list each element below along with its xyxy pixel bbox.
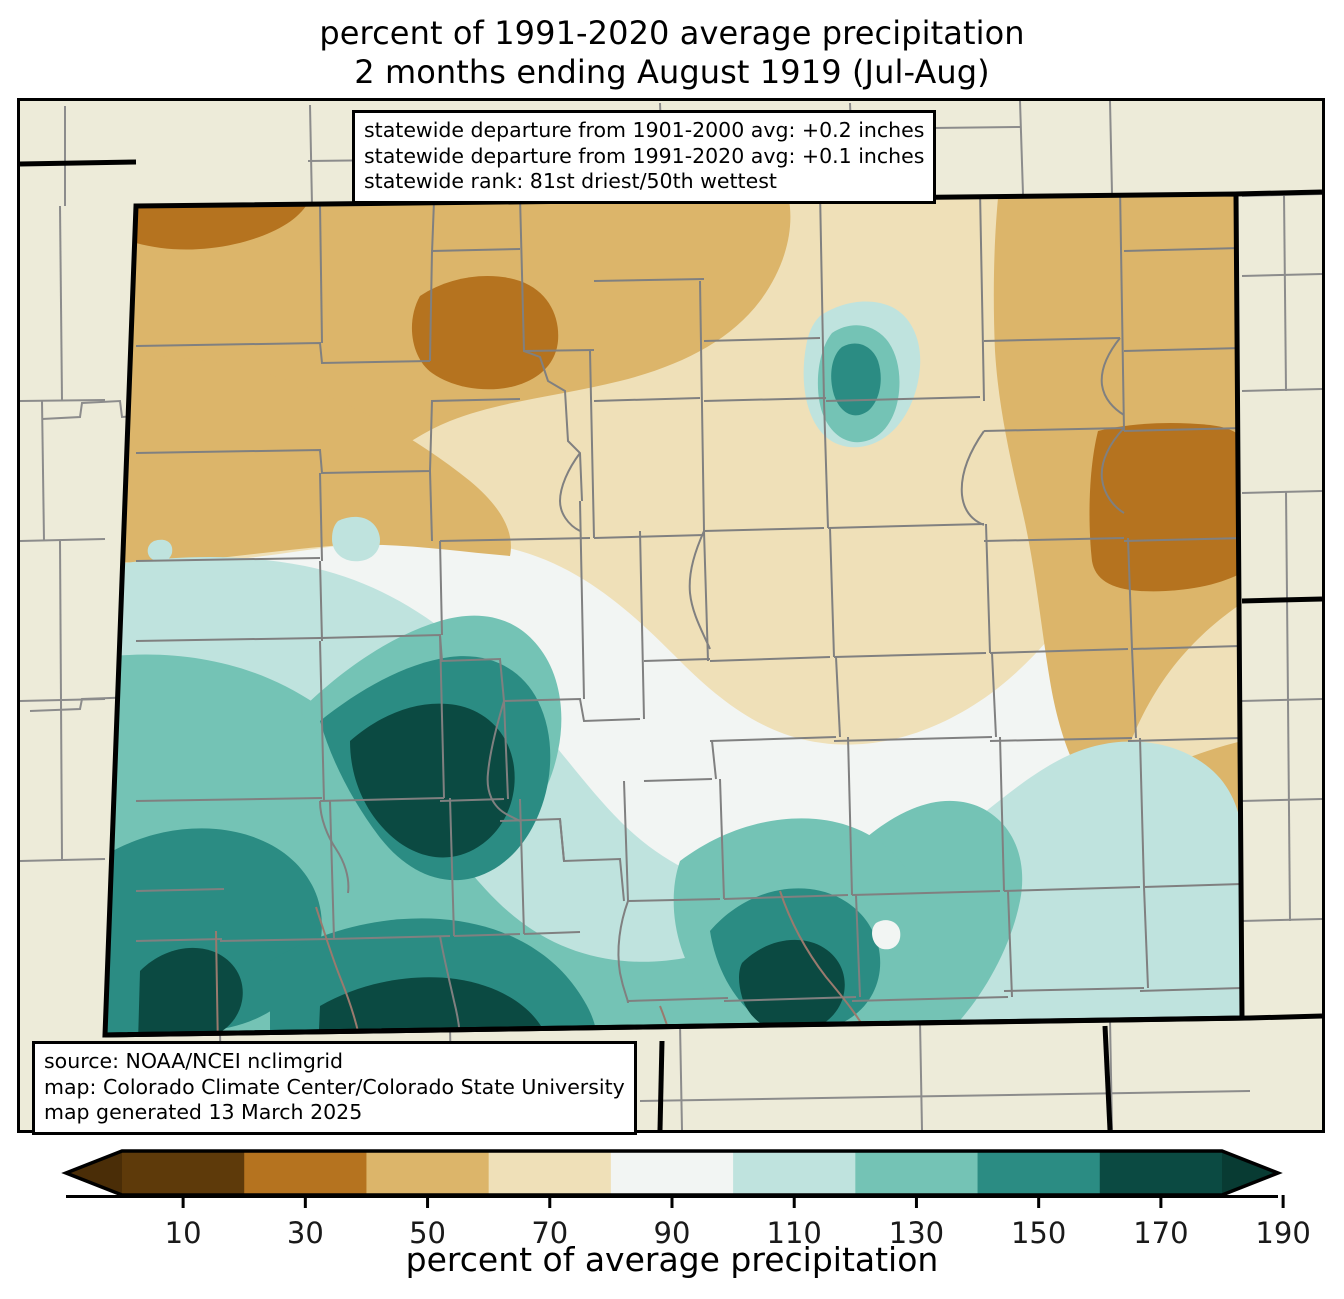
source-credit-box: source: NOAA/NCEI nclimgrid map: Colorad…: [32, 1041, 637, 1135]
source-line: source: NOAA/NCEI nclimgrid: [44, 1049, 344, 1073]
colorbar-swatches: [66, 1151, 1278, 1195]
colorbar-tick-label: 190: [1255, 1216, 1310, 1250]
neighboring-state-boundaries: [20, 159, 1322, 1130]
map-panel: [17, 98, 1325, 1133]
colorbar-tick-labels: 10 30 50 70 90 110 130 150 170 190: [165, 1216, 1311, 1250]
colorbar-swatch: [855, 1151, 979, 1195]
colorado-precipitation-contour-map: [20, 101, 1322, 1130]
colorbar-tick-label: 130: [889, 1216, 944, 1250]
colorbar-swatch: [977, 1151, 1101, 1195]
colorbar-swatch: [122, 1151, 245, 1195]
colorbar-tick-label: 170: [1133, 1216, 1188, 1250]
title-line-1: percent of 1991-2020 average precipitati…: [319, 14, 1025, 52]
colorbar-tick-label: 70: [531, 1216, 568, 1250]
colorbar-swatch: [610, 1151, 734, 1195]
stat-departure-1991-2020: statewide departure from 1991-2020 avg: …: [364, 143, 925, 168]
colorbar-swatch: [733, 1151, 856, 1195]
colorbar-tick-label: 50: [409, 1216, 446, 1250]
statewide-stats-box: statewide departure from 1901-2000 avg: …: [352, 110, 937, 204]
colorbar-swatch: [366, 1151, 490, 1195]
colorbar-swatch: [244, 1151, 368, 1195]
stat-statewide-rank: statewide rank: 81st driest/50th wettest: [364, 169, 777, 194]
colorado-county-lines: [135, 194, 1242, 1035]
colorbar-ticks: [66, 1195, 1285, 1208]
colorbar-panel: 10 30 50 70 90 110 130 150 170 190: [0, 1143, 1344, 1299]
colorbar-tick-label: 10: [165, 1216, 202, 1250]
page-title: percent of 1991-2020 average precipitati…: [0, 14, 1344, 92]
colorbar-axis-label: percent of average precipitation: [405, 1240, 939, 1279]
map-credit-line: map: Colorado Climate Center/Colorado St…: [44, 1074, 625, 1099]
colorbar-tick-label: 90: [654, 1216, 691, 1250]
colorbar-tick-label: 30: [287, 1216, 324, 1250]
contour-fill-layer: [105, 194, 1242, 1035]
map-generated-line: map generated 13 March 2025: [44, 1100, 363, 1125]
colorbar-over-arrow: [1222, 1151, 1278, 1195]
colorbar-tick-label: 150: [1011, 1216, 1066, 1250]
colorbar-swatch: [488, 1151, 612, 1195]
colorbar-swatch: [1099, 1151, 1223, 1195]
stat-departure-1901-2000: statewide departure from 1901-2000 avg: …: [364, 118, 925, 142]
title-line-2: 2 months ending August 1919 (Jul-Aug): [354, 53, 990, 91]
colorbar-tick-label: 110: [767, 1216, 822, 1250]
colorbar-svg: 10 30 50 70 90 110 130 150 170 190: [61, 1149, 1311, 1250]
colorbar-under-arrow: [66, 1151, 122, 1195]
